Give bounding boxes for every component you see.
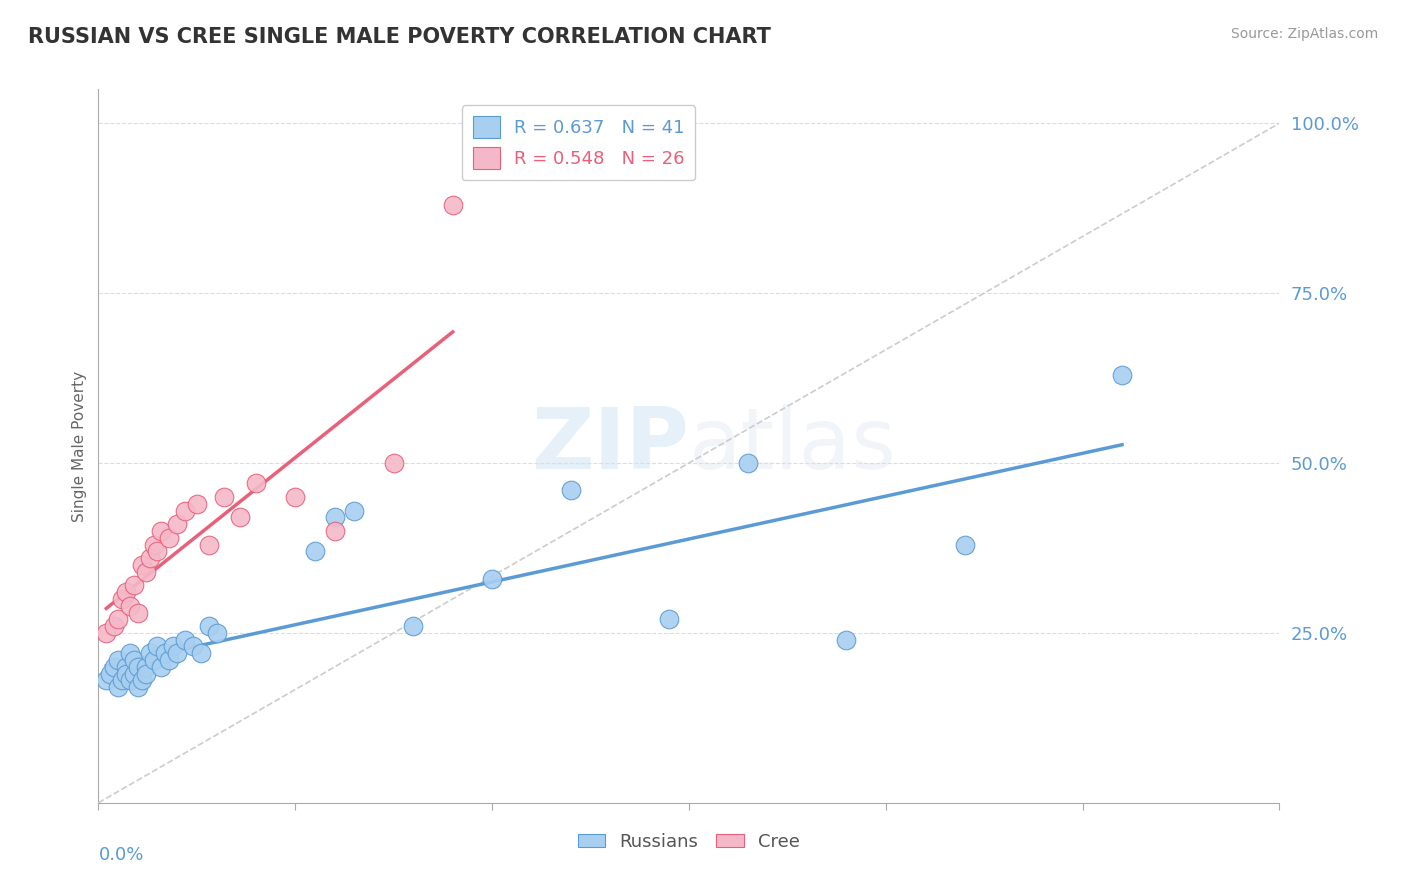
Point — [118, 673, 141, 688]
Point — [658, 612, 681, 626]
Point — [138, 646, 160, 660]
Point — [835, 632, 858, 647]
Point — [166, 517, 188, 532]
Point — [162, 640, 184, 654]
Point — [229, 510, 252, 524]
Point — [284, 490, 307, 504]
Point — [197, 619, 219, 633]
Point — [115, 660, 138, 674]
Point — [155, 646, 177, 660]
Point — [96, 673, 118, 688]
Point — [107, 612, 129, 626]
Point — [131, 673, 153, 688]
Text: RUSSIAN VS CREE SINGLE MALE POVERTY CORRELATION CHART: RUSSIAN VS CREE SINGLE MALE POVERTY CORR… — [28, 27, 770, 46]
Point — [190, 646, 212, 660]
Point — [127, 606, 149, 620]
Point — [157, 653, 180, 667]
Point — [122, 578, 145, 592]
Point — [103, 660, 125, 674]
Point — [402, 619, 425, 633]
Point — [382, 456, 405, 470]
Point — [174, 503, 197, 517]
Point — [142, 537, 165, 551]
Point — [115, 666, 138, 681]
Point — [122, 666, 145, 681]
Y-axis label: Single Male Poverty: Single Male Poverty — [72, 370, 87, 522]
Point — [481, 572, 503, 586]
Point — [150, 660, 173, 674]
Text: 0.0%: 0.0% — [98, 846, 143, 863]
Point — [127, 660, 149, 674]
Point — [142, 653, 165, 667]
Point — [135, 565, 157, 579]
Point — [127, 680, 149, 694]
Point — [245, 476, 267, 491]
Point — [135, 660, 157, 674]
Legend: Russians, Cree: Russians, Cree — [571, 826, 807, 858]
Point — [150, 524, 173, 538]
Point — [181, 640, 204, 654]
Point — [111, 673, 134, 688]
Text: ZIP: ZIP — [531, 404, 689, 488]
Point — [107, 653, 129, 667]
Point — [146, 544, 169, 558]
Text: Source: ZipAtlas.com: Source: ZipAtlas.com — [1230, 27, 1378, 41]
Point — [157, 531, 180, 545]
Point — [103, 619, 125, 633]
Point — [186, 497, 208, 511]
Point — [118, 646, 141, 660]
Point — [131, 558, 153, 572]
Point — [1111, 368, 1133, 382]
Point — [166, 646, 188, 660]
Point — [304, 544, 326, 558]
Point — [205, 626, 228, 640]
Point — [122, 653, 145, 667]
Point — [98, 666, 121, 681]
Point — [135, 666, 157, 681]
Point — [115, 585, 138, 599]
Point — [323, 510, 346, 524]
Point — [111, 591, 134, 606]
Point — [214, 490, 236, 504]
Point — [96, 626, 118, 640]
Point — [146, 640, 169, 654]
Point — [107, 680, 129, 694]
Point — [737, 456, 759, 470]
Point — [343, 503, 366, 517]
Point — [174, 632, 197, 647]
Point — [197, 537, 219, 551]
Point — [138, 551, 160, 566]
Point — [953, 537, 976, 551]
Point — [323, 524, 346, 538]
Point — [441, 198, 464, 212]
Point — [118, 599, 141, 613]
Text: atlas: atlas — [689, 404, 897, 488]
Point — [560, 483, 582, 498]
